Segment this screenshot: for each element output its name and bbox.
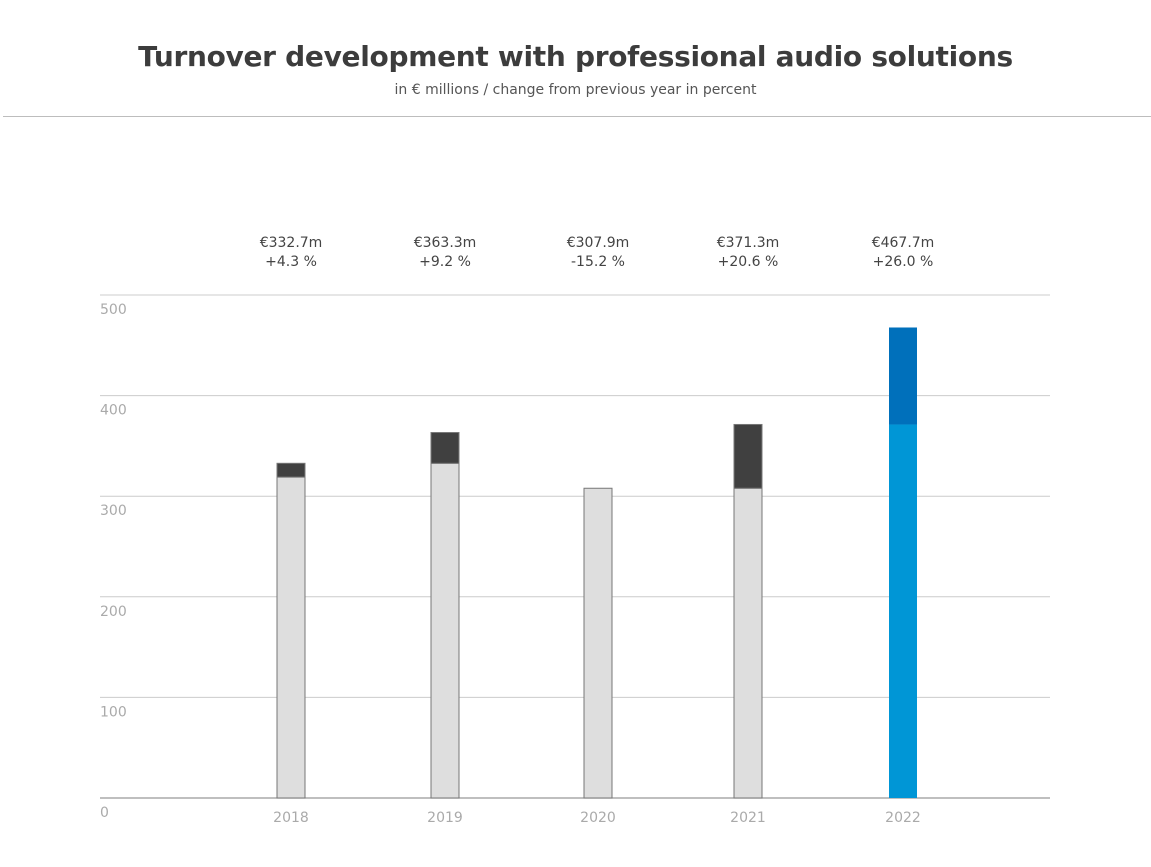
x-tick-label: 2020 [580,810,616,826]
bar-base [430,462,460,799]
x-tick-label: 2018 [273,810,309,826]
x-tick-label: 2019 [427,810,463,826]
x-tick-label: 2021 [730,810,766,826]
change-label: +4.3 % [265,254,317,270]
y-tick-label: 300 [100,503,127,519]
y-tick-label: 100 [100,704,127,720]
chart-title: Turnover development with professional a… [138,40,1013,73]
bar-increase [733,423,763,489]
value-label: €371.3m [717,235,780,251]
bar-base [276,476,306,799]
change-label: +20.6 % [718,254,779,270]
bar-base [889,424,917,798]
bar-increase [889,327,917,425]
x-tick-label: 2022 [885,810,921,826]
change-label: -15.2 % [571,254,625,270]
value-label: €332.7m [260,235,323,251]
chart-subtitle: in € millions / change from previous yea… [394,82,757,98]
change-label: +26.0 % [873,254,934,270]
bar-increase [430,432,460,464]
y-tick-label: 200 [100,604,127,620]
y-tick-label: 0 [100,805,109,821]
title-divider [3,116,1151,117]
value-label: €467.7m [872,235,935,251]
change-label: +9.2 % [419,254,471,270]
bar-increase [276,462,306,478]
bar-base [583,487,613,799]
y-tick-label: 500 [100,302,127,318]
bar-base [733,487,763,799]
value-label: €363.3m [414,235,477,251]
y-tick-label: 400 [100,403,127,419]
value-label: €307.9m [567,235,630,251]
